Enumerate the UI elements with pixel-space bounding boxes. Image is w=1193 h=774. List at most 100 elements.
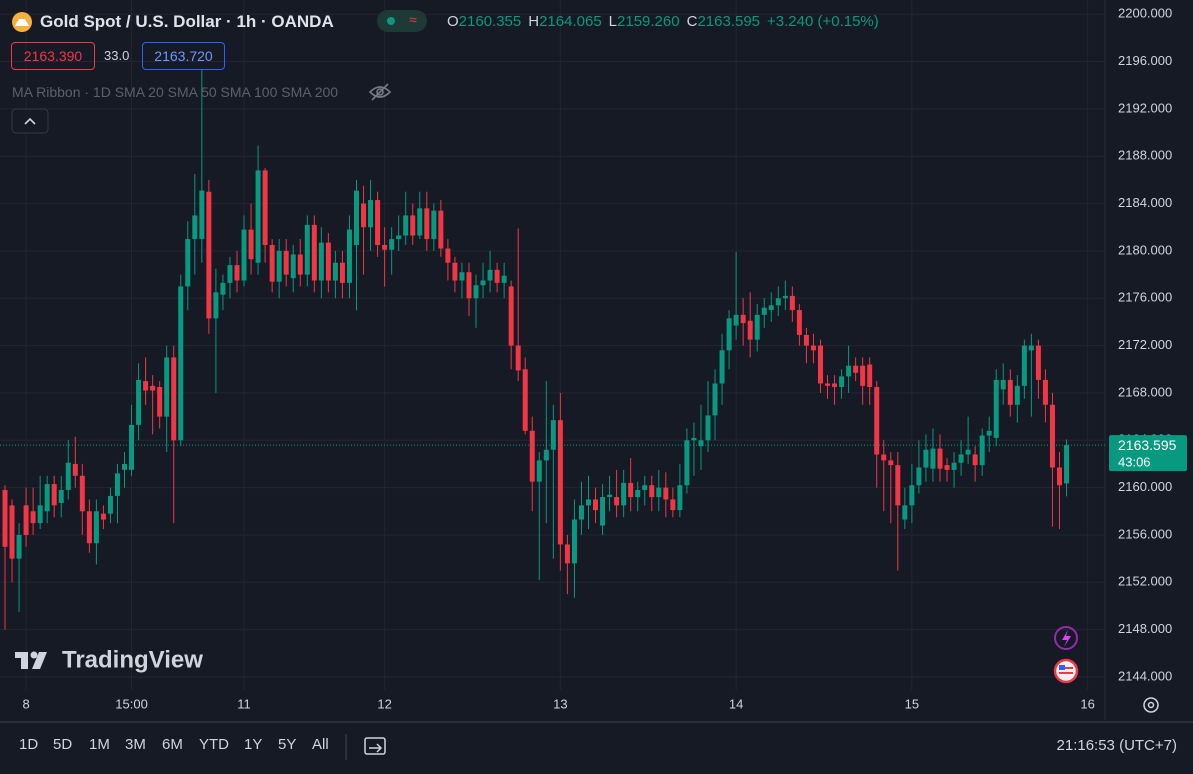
candle-body [283,250,289,275]
candle-body [487,269,493,281]
candle-body [916,467,922,486]
candle-body [171,357,177,441]
range-button[interactable]: 5D [53,736,73,753]
candle-body [536,460,542,482]
candle-body [782,295,788,299]
candle-body [571,519,577,564]
market-status-icon: ≈ [409,12,417,28]
candle-body [16,534,22,559]
candle-body [269,244,275,282]
candle-body [311,224,317,281]
ohlc-value: 2160.355 [458,13,522,30]
candle-body [951,462,957,470]
candle-body [1028,345,1034,351]
candle-body [860,365,866,386]
candle-body [2,489,8,547]
candle-body [550,420,556,450]
ohlc-key: O [447,13,459,30]
range-button[interactable]: 3M [125,736,146,753]
candle-body [192,215,198,240]
candle-body [150,385,156,391]
candle-body [51,484,57,506]
clock: 21:16:53 (UTC+7) [1056,737,1177,754]
candle-body [614,497,620,506]
grid [0,0,1105,690]
candle-body [206,191,212,319]
range-button[interactable]: 5Y [278,736,297,753]
candle-body [881,454,887,461]
range-button[interactable]: 6M [162,736,183,753]
candle-body [382,244,388,250]
candle-body [227,265,233,283]
events-icon[interactable] [1053,658,1079,684]
ohlc-legend: O2160.355 H2164.065 L2159.260 C2163.595 +3.2… [447,13,879,30]
candle-body [867,364,873,388]
y-tick-label: 2156.000 [1118,526,1172,541]
sell-button[interactable]: 2163.390 [11,42,95,70]
range-button[interactable]: 1D [19,736,39,753]
candle-body [817,345,823,384]
candle-body [557,420,563,545]
settings-icon[interactable] [1143,697,1159,713]
ohlc-key: L [608,13,618,30]
x-tick-label: 8 [22,696,29,711]
candle-body [213,292,219,319]
hide-icon[interactable] [368,83,392,101]
candle-body [396,235,402,240]
candle-body [178,286,184,441]
candle-body [600,497,606,526]
candle-body [452,262,458,281]
candle-body [1035,345,1041,380]
ohlc-change: +3.240 (+0.15%) [767,13,879,30]
candle-body [255,170,261,263]
candle-body [114,473,120,496]
range-button[interactable]: YTD [199,736,229,753]
ohlc-value: 2163.595 [697,13,761,30]
range-button[interactable]: 1M [89,736,110,753]
candle-body [677,485,683,511]
candle-body [304,224,310,275]
market-status[interactable] [377,10,427,32]
candle-body [431,210,437,240]
candle-body [810,345,816,351]
candle-body [1042,379,1048,405]
candle-body [874,387,880,455]
date-range-icon[interactable] [364,737,386,755]
candle-body [248,229,254,260]
candle-body [143,381,149,391]
candle-body [346,229,352,283]
range-button[interactable]: 1Y [244,736,263,753]
candle-body [691,437,697,441]
range-button[interactable]: All [312,736,329,753]
candle-body [494,269,500,283]
candle-body [354,190,359,245]
logo-icon [15,651,47,669]
candle-body [803,334,809,346]
x-tick-label: 11 [237,696,251,711]
buy-button[interactable]: 2163.720 [142,42,225,70]
candle-body [136,379,142,425]
candle-body [796,310,802,335]
candle-body [44,484,50,512]
candle-body [30,511,36,524]
candle-body [508,286,514,346]
candle-body [754,314,760,340]
y-tick-label: 2188.000 [1118,148,1172,163]
candle-body [578,505,584,520]
candle-body [768,305,774,311]
candle-body [459,272,465,281]
candle-body [332,262,338,281]
alert-icon[interactable] [1054,626,1078,650]
candle-body [480,280,486,286]
candle-body [923,449,929,468]
candle-body [902,505,908,520]
candle-body [410,215,416,236]
candle-body [473,285,479,299]
y-tick-label: 2152.000 [1118,574,1172,589]
candles [2,69,1070,630]
collapse-button[interactable] [11,108,49,134]
candle-body [649,485,655,498]
candle-body [325,242,331,281]
candle-body [761,307,767,315]
